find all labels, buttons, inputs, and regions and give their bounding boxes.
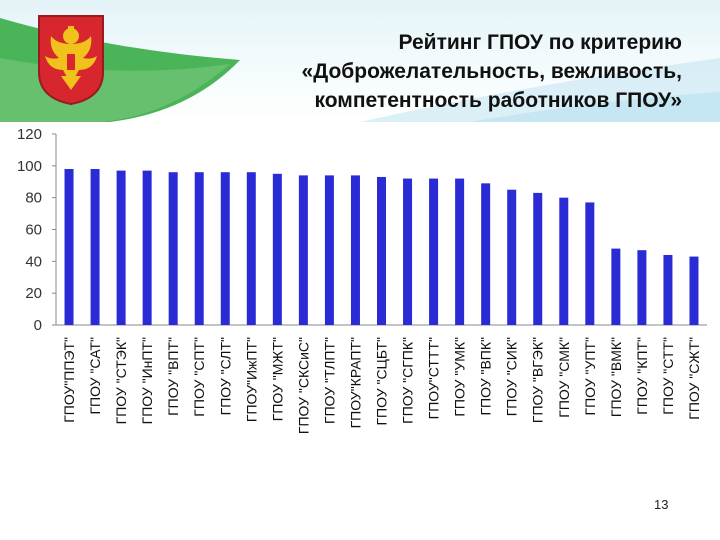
category-label: ГПОУ "СМК" [556, 337, 572, 418]
y-tick-label: 20 [25, 285, 42, 302]
slide-header: Рейтинг ГПОУ по критерию «Доброжелательн… [0, 0, 720, 122]
y-tick-label: 100 [17, 158, 42, 175]
bar [377, 176, 386, 325]
category-label: ГПОУ"ИжПТ" [243, 337, 259, 422]
category-label: ГПОУ "СТЭК" [113, 337, 129, 424]
category-label: ГПОУ "СЦБТ" [374, 337, 390, 426]
category-label: ГПОУ "СТТ" [660, 337, 676, 415]
bar [637, 250, 647, 325]
category-label: ГПОУ "САТ" [87, 337, 103, 415]
bar [350, 175, 360, 325]
category-label: ГПОУ "СЛТ" [217, 337, 233, 415]
category-label: ГПОУ"ППЭТ" [61, 337, 77, 423]
bar [403, 178, 413, 325]
bar [455, 178, 465, 325]
bar [116, 170, 126, 325]
bars [64, 169, 699, 325]
y-tick-label: 0 [34, 317, 42, 334]
bar [272, 173, 282, 325]
category-label: ГПОУ "СЖТ" [686, 337, 702, 420]
bar [481, 183, 491, 325]
slide-title: Рейтинг ГПОУ по критерию «Доброжелательн… [162, 28, 682, 115]
bar [559, 197, 569, 325]
category-label: ГПОУ "МЖТ" [269, 337, 285, 421]
bar [194, 172, 204, 325]
bar [585, 202, 595, 325]
category-labels: ГПОУ"ППЭТ" ГПОУ "САТ" ГПОУ "СТЭК" ГПОУ "ИнП… [61, 337, 702, 434]
bar [533, 192, 543, 325]
bar [507, 189, 517, 325]
y-tick-label: 40 [25, 253, 42, 270]
bar [64, 169, 74, 325]
bar [324, 175, 334, 325]
category-label: ГПОУ "КПТ" [634, 337, 650, 415]
bar [220, 172, 230, 325]
bar [663, 254, 673, 325]
category-label: ГПОУ"КРАПТ" [347, 337, 363, 428]
category-label: ГПОУ "СГПК" [400, 337, 416, 424]
category-label: ГПОУ "УПТ" [582, 337, 598, 415]
coat-of-arms-emblem [38, 15, 104, 106]
bar [429, 178, 439, 325]
y-axis-ticks: 0 20 40 60 80 100 120 [17, 126, 56, 334]
category-label: ГПОУ "СПТ" [191, 337, 207, 417]
category-label: ГПОУ "ВМК" [608, 337, 624, 417]
y-tick-label: 80 [25, 190, 42, 207]
bar [298, 175, 308, 325]
page-number: 13 [654, 497, 669, 512]
category-label: ГПОУ "ТЛПТ" [321, 337, 337, 424]
category-label: ГПОУ "СКСиС" [295, 337, 311, 434]
bar [90, 169, 100, 325]
y-tick-label: 120 [17, 126, 42, 143]
y-tick-label: 60 [25, 222, 42, 239]
category-label: ГПОУ "ВПК" [478, 337, 494, 416]
title-line-3: компетентность работников ГПОУ» [314, 89, 683, 112]
title-line-1: Рейтинг ГПОУ по критерию [398, 31, 682, 54]
category-label: ГПОУ "УМК" [452, 337, 468, 417]
category-label: ГПОУ "ВГЭК" [530, 337, 546, 423]
bar [689, 256, 699, 325]
category-label: ГПОУ"СТТТ" [426, 337, 442, 419]
category-label: ГПОУ "ИнПТ" [139, 337, 155, 424]
bar [246, 172, 256, 325]
bar [142, 170, 152, 325]
category-label: ГПОУ "СИК" [504, 337, 520, 416]
bar [168, 172, 178, 325]
bar [611, 248, 621, 325]
category-label: ГПОУ "ВПТ" [165, 337, 181, 416]
title-line-2: «Доброжелательность, вежливость, [301, 60, 682, 83]
